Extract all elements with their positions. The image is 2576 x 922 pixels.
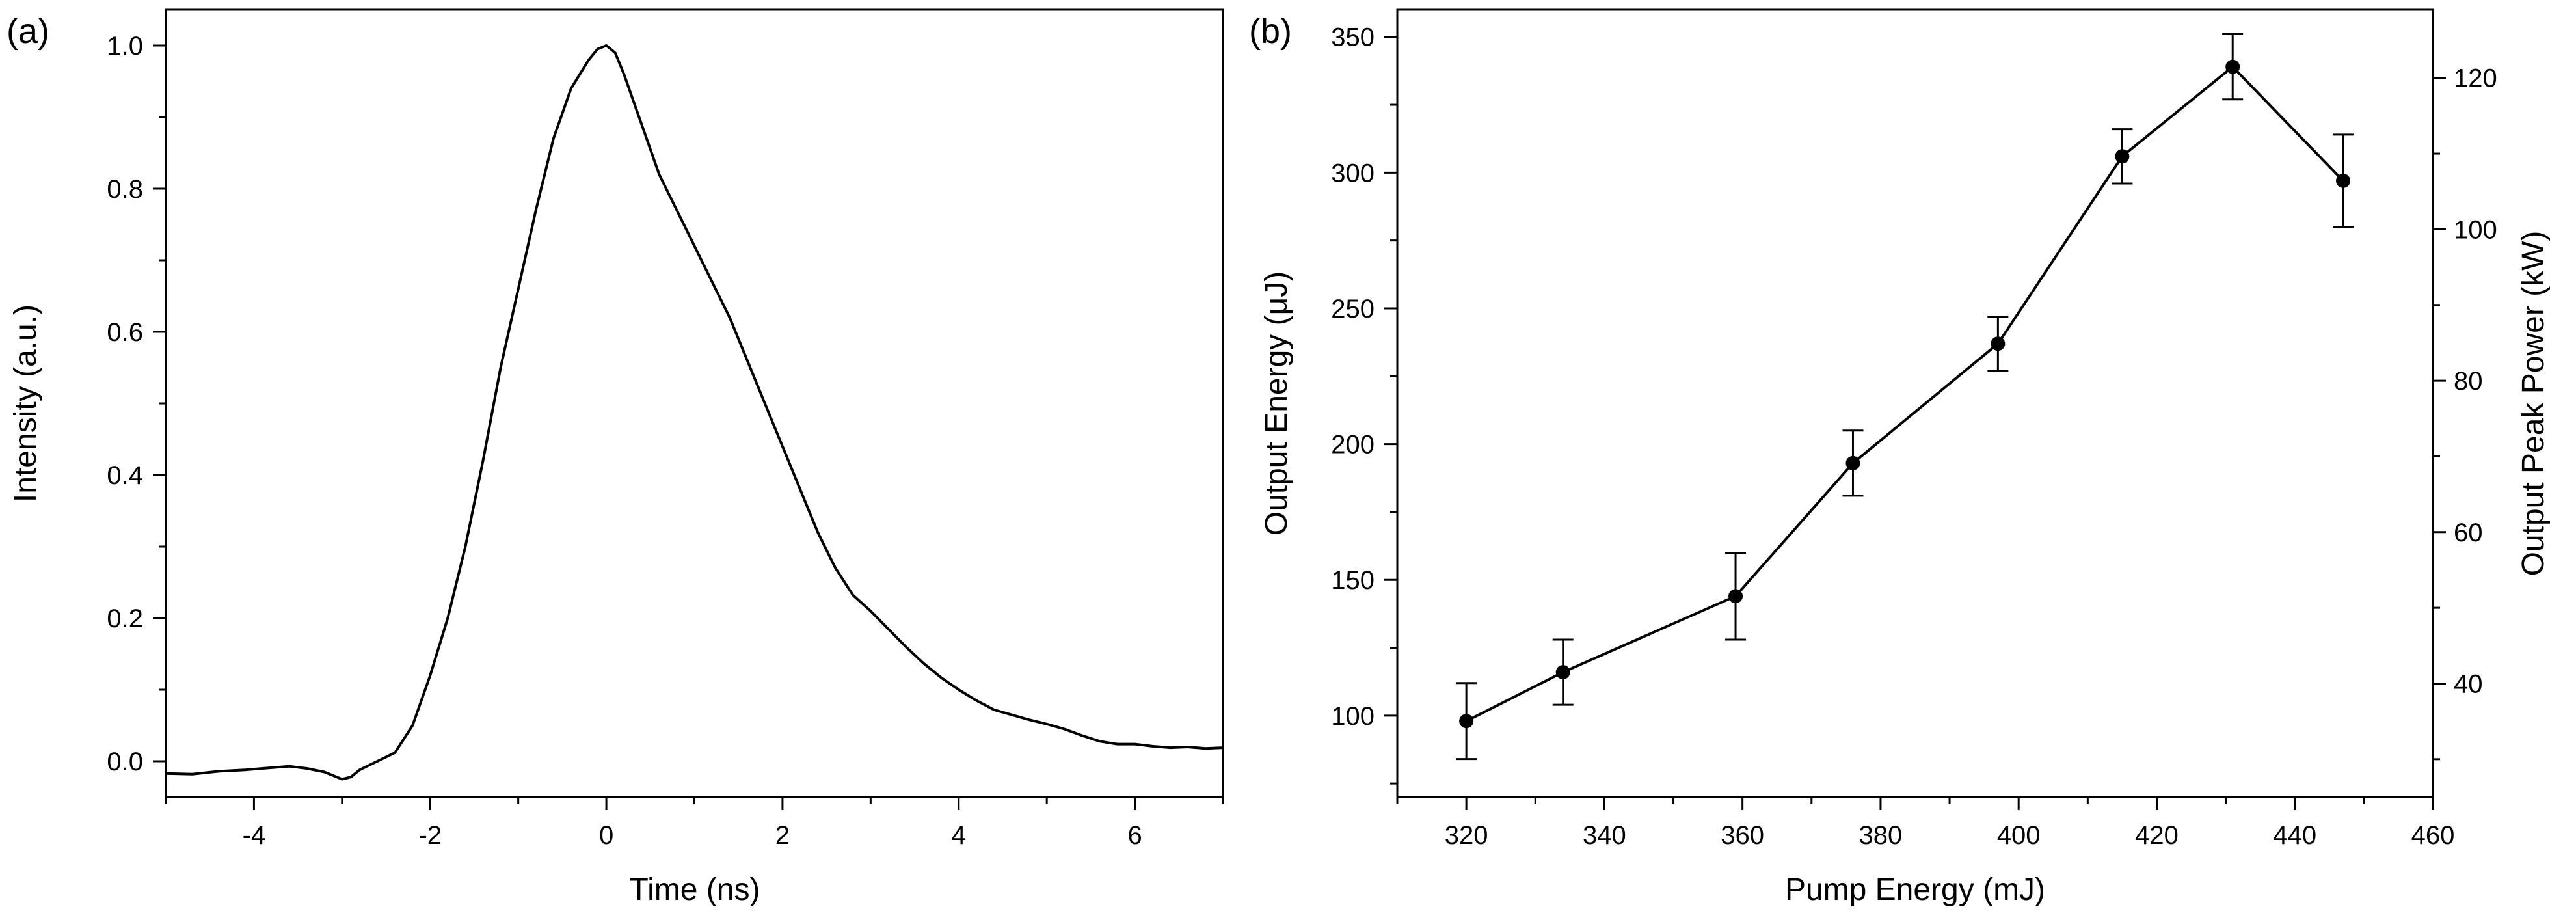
panel-b-x-axis-title: Pump Energy (mJ) [1785,873,2045,907]
x-tick-label: 420 [2135,821,2179,850]
y-tick-label: 0.0 [107,748,143,776]
panel-a-pulse-chart: (a) -4 -2 0 2 4 6 0.0 0.2 0.4 0.6 0.8 1.0 Time (ns… [7,8,1224,907]
data-point [1728,589,1743,604]
y-tick-label: 0.8 [107,175,143,204]
right-y-tick-label: 60 [2454,519,2483,547]
panel-b-data-points [1456,33,2354,761]
x-tick-label: 0 [599,821,613,850]
panel-a-pulse-line [165,44,1224,781]
x-tick-label: 460 [2411,821,2455,850]
x-tick-label: 380 [1859,821,1903,850]
data-point [1845,455,1860,470]
x-tick-label: 4 [952,821,966,850]
y-tick-label: 0.6 [107,318,143,347]
data-point [1555,665,1570,680]
y-tick-label: 100 [1331,702,1375,731]
panel-b-energy-chart: (b) 320 340 360 380 400 420 440 460 100 150 200 25… [1249,8,2551,907]
x-tick-label: -4 [243,821,266,850]
x-tick-label: 320 [1445,821,1488,850]
panel-b-series-line [1466,65,2344,722]
panel-b-left-y-ticks: 100 150 200 250 300 350 [1331,23,1397,785]
y-tick-label: 0.2 [107,604,143,633]
panel-b-x-ticks: 320 340 360 380 400 420 440 460 [1396,797,2455,850]
panel-b-right-y-ticks: 40 60 80 100 120 [2433,64,2497,761]
x-tick-label: 440 [2273,821,2316,850]
y-tick-label: 1.0 [107,32,143,61]
y-tick-label: 350 [1331,23,1375,52]
y-tick-label: 250 [1331,295,1375,323]
right-y-tick-label: 120 [2454,64,2497,93]
y-tick-label: 200 [1331,431,1375,459]
panel-b-right-y-axis-title: Output Peak Power (kW) [2516,231,2551,576]
x-tick-label: 340 [1583,821,1626,850]
panel-a-plot-frame [165,8,1224,798]
x-tick-label: 400 [1997,821,2041,850]
right-y-tick-label: 80 [2454,367,2483,396]
y-tick-label: 300 [1331,159,1375,187]
y-tick-label: 150 [1331,566,1375,595]
panel-a-label: (a) [7,12,49,51]
x-tick-label: 360 [1721,821,1764,850]
data-point [2115,149,2130,164]
x-tick-label: 6 [1127,821,1142,850]
right-y-tick-label: 100 [2454,215,2497,244]
panel-b-left-y-axis-title: Output Energy (μJ) [1259,271,1294,536]
right-y-tick-label: 40 [2454,670,2483,698]
panel-a-y-axis-title: Intensity (a.u.) [8,305,43,502]
x-tick-label: -2 [418,821,442,850]
y-tick-label: 0.4 [107,461,143,490]
panel-b-plot-frame [1396,8,2434,798]
data-point [1459,714,1474,729]
panel-a-x-axis-title: Time (ns) [630,873,760,907]
data-point [2336,173,2351,188]
panel-a-x-ticks: -4 -2 0 2 4 6 [165,797,1224,850]
data-point [2225,59,2240,74]
x-tick-label: 2 [775,821,790,850]
data-point [1991,336,2006,351]
panel-b-label: (b) [1249,12,1292,51]
panel-a-y-ticks: 0.0 0.2 0.4 0.6 0.8 1.0 [107,32,166,776]
